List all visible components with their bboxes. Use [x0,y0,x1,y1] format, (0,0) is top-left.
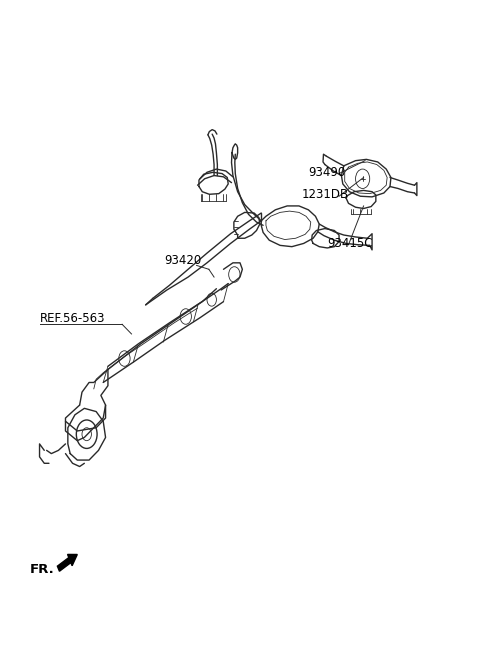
Text: 93490: 93490 [308,166,346,179]
Text: 93415C: 93415C [327,236,373,250]
Text: FR.: FR. [30,563,55,576]
Text: 1231DB: 1231DB [301,188,348,201]
FancyArrow shape [58,554,77,571]
Text: REF.56-563: REF.56-563 [39,312,105,326]
Text: 93420: 93420 [165,254,202,267]
